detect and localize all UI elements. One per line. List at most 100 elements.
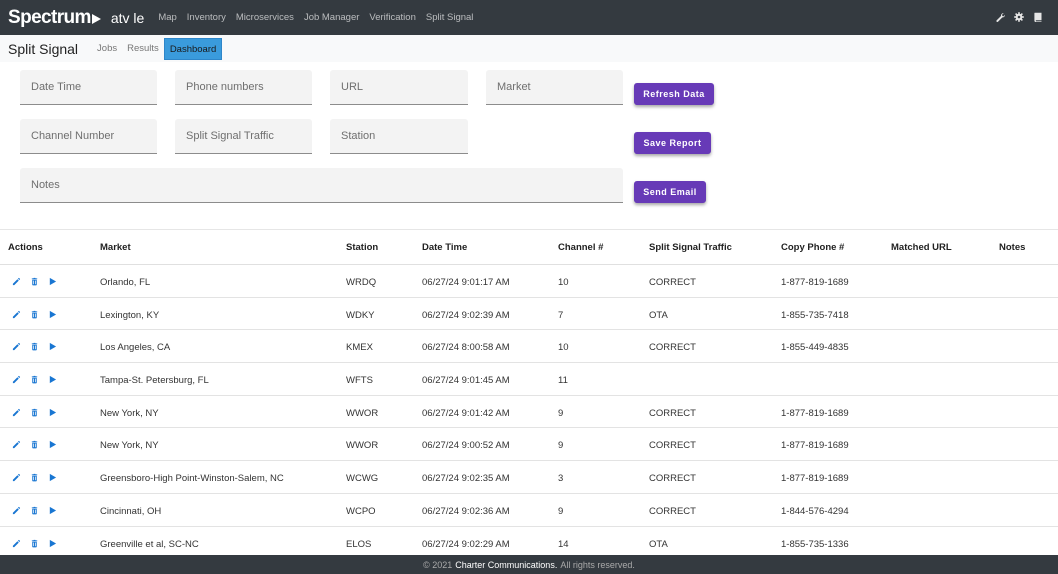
pencil-icon[interactable] [12, 342, 21, 351]
cell-date-time: 06/27/24 9:01:17 AM [422, 277, 510, 288]
play-icon[interactable] [48, 342, 57, 351]
cell-channel: 9 [558, 505, 564, 517]
nav-item-map[interactable]: Map [158, 12, 177, 23]
cell-date-time: 06/27/24 9:02:35 AM [422, 473, 510, 485]
cell-date-time: 06/27/24 9:02:39 AM [422, 309, 510, 321]
pencil-icon[interactable] [12, 539, 21, 548]
play-icon[interactable] [48, 408, 57, 417]
station-field[interactable]: Station [330, 119, 468, 154]
phone-numbers-field[interactable]: Phone numbers [175, 70, 312, 105]
header-copy-phone[interactable]: Copy Phone # [781, 242, 845, 253]
cell-market: New York, NY [100, 440, 159, 452]
refresh-data-button[interactable]: Refresh Data [634, 83, 714, 105]
header-market[interactable]: Market [100, 242, 131, 253]
gear-icon[interactable] [1014, 12, 1024, 22]
trash-icon[interactable] [30, 440, 39, 449]
pencil-icon[interactable] [12, 375, 21, 384]
footer-rights: All rights reserved. [560, 559, 635, 570]
app-name: atv le [110, 9, 145, 26]
play-icon[interactable] [48, 375, 57, 384]
nav-icons [995, 12, 1043, 22]
cell-station: WDKY [346, 309, 375, 321]
nav-item-verification[interactable]: Verification [369, 12, 416, 23]
cell-split-signal-traffic: CORRECT [649, 277, 696, 288]
tab-jobs[interactable]: Jobs [97, 42, 118, 54]
trash-icon[interactable] [30, 473, 39, 482]
top-navbar: Spectrum atv le Map Inventory Microservi… [0, 0, 1058, 35]
cell-date-time: 06/27/24 9:01:45 AM [422, 375, 510, 387]
tab-results[interactable]: Results [127, 42, 159, 54]
header-notes[interactable]: Notes [999, 242, 1026, 253]
nav-item-job-manager[interactable]: Job Manager [303, 12, 360, 23]
cell-date-time: 06/27/24 9:01:42 AM [422, 407, 510, 419]
trash-icon[interactable] [30, 539, 39, 548]
cell-copy-phone[interactable]: 1-855-735-7418 [781, 309, 849, 321]
save-report-button[interactable]: Save Report [634, 132, 711, 154]
results-table: Actions Market Station Date Time Channel… [0, 229, 1058, 560]
cell-station: WFTS [346, 375, 373, 387]
nav-item-microservices[interactable]: Microservices [235, 12, 294, 23]
row-actions [12, 506, 57, 515]
book-icon[interactable] [1033, 12, 1043, 22]
cell-copy-phone[interactable]: 1-844-576-4294 [781, 505, 849, 517]
cell-copy-phone[interactable]: 1-855-735-1336 [781, 538, 849, 550]
cell-station: WCWG [346, 473, 379, 485]
header-matched-url[interactable]: Matched URL [891, 242, 952, 253]
channel-number-field[interactable]: Channel Number [20, 119, 157, 154]
play-icon[interactable] [48, 277, 57, 286]
play-icon[interactable] [48, 539, 57, 548]
cell-channel: 10 [558, 342, 569, 354]
trash-icon[interactable] [30, 310, 39, 319]
nav-item-inventory[interactable]: Inventory [186, 12, 226, 23]
send-email-button[interactable]: Send Email [634, 181, 706, 203]
trash-icon[interactable] [30, 277, 39, 286]
pencil-icon[interactable] [12, 277, 21, 286]
pencil-icon[interactable] [12, 506, 21, 515]
market-field[interactable]: Market [486, 70, 623, 105]
date-time-field[interactable]: Date Time [20, 70, 157, 105]
cell-market: Lexington, KY [100, 309, 160, 321]
row-actions [12, 539, 57, 548]
play-icon[interactable] [48, 473, 57, 482]
cell-market: Tampa-St. Petersburg, FL [100, 375, 209, 387]
header-date-time[interactable]: Date Time [422, 242, 468, 253]
pencil-icon[interactable] [12, 310, 21, 319]
header-split-signal-traffic[interactable]: Split Signal Traffic [649, 242, 732, 253]
nav-item-split-signal[interactable]: Split Signal [425, 12, 474, 23]
cell-copy-phone[interactable]: 1-877-819-1689 [781, 440, 849, 452]
row-actions [12, 375, 57, 384]
trash-icon[interactable] [30, 342, 39, 351]
pencil-icon[interactable] [12, 440, 21, 449]
cell-market: Orlando, FL [100, 277, 151, 288]
tab-dashboard[interactable]: Dashboard [163, 37, 223, 60]
cell-channel: 10 [558, 277, 569, 288]
footer-company: Charter Communications. [455, 559, 558, 570]
cell-market: New York, NY [100, 407, 159, 419]
play-icon[interactable] [48, 506, 57, 515]
header-channel[interactable]: Channel # [558, 242, 604, 253]
cell-copy-phone[interactable]: 1-877-819-1689 [781, 473, 849, 485]
play-icon[interactable] [48, 310, 57, 319]
cell-channel: 9 [558, 407, 564, 419]
header-station[interactable]: Station [346, 242, 379, 253]
wrench-icon[interactable] [995, 12, 1005, 22]
pencil-icon[interactable] [12, 408, 21, 417]
cell-split-signal-traffic: CORRECT [649, 407, 696, 419]
row-actions [12, 440, 57, 449]
play-icon[interactable] [48, 440, 57, 449]
cell-copy-phone[interactable]: 1-877-819-1689 [781, 277, 849, 288]
split-signal-traffic-field[interactable]: Split Signal Traffic [175, 119, 312, 154]
pencil-icon[interactable] [12, 473, 21, 482]
cell-copy-phone[interactable]: 1-877-819-1689 [781, 407, 849, 419]
cell-copy-phone[interactable]: 1-855-449-4835 [781, 342, 849, 354]
brand[interactable]: Spectrum atv le [8, 7, 144, 29]
trash-icon[interactable] [30, 375, 39, 384]
nav-links: Map Inventory Microservices Job Manager … [158, 12, 483, 23]
notes-field[interactable]: Notes [20, 168, 623, 203]
cell-split-signal-traffic: OTA [649, 309, 668, 321]
trash-icon[interactable] [30, 408, 39, 417]
table-row: New York, NY WWOR 06/27/24 9:01:42 AM 9 CORR… [0, 396, 1058, 429]
trash-icon[interactable] [30, 506, 39, 515]
cell-split-signal-traffic: CORRECT [649, 473, 696, 485]
url-field[interactable]: URL [330, 70, 468, 105]
